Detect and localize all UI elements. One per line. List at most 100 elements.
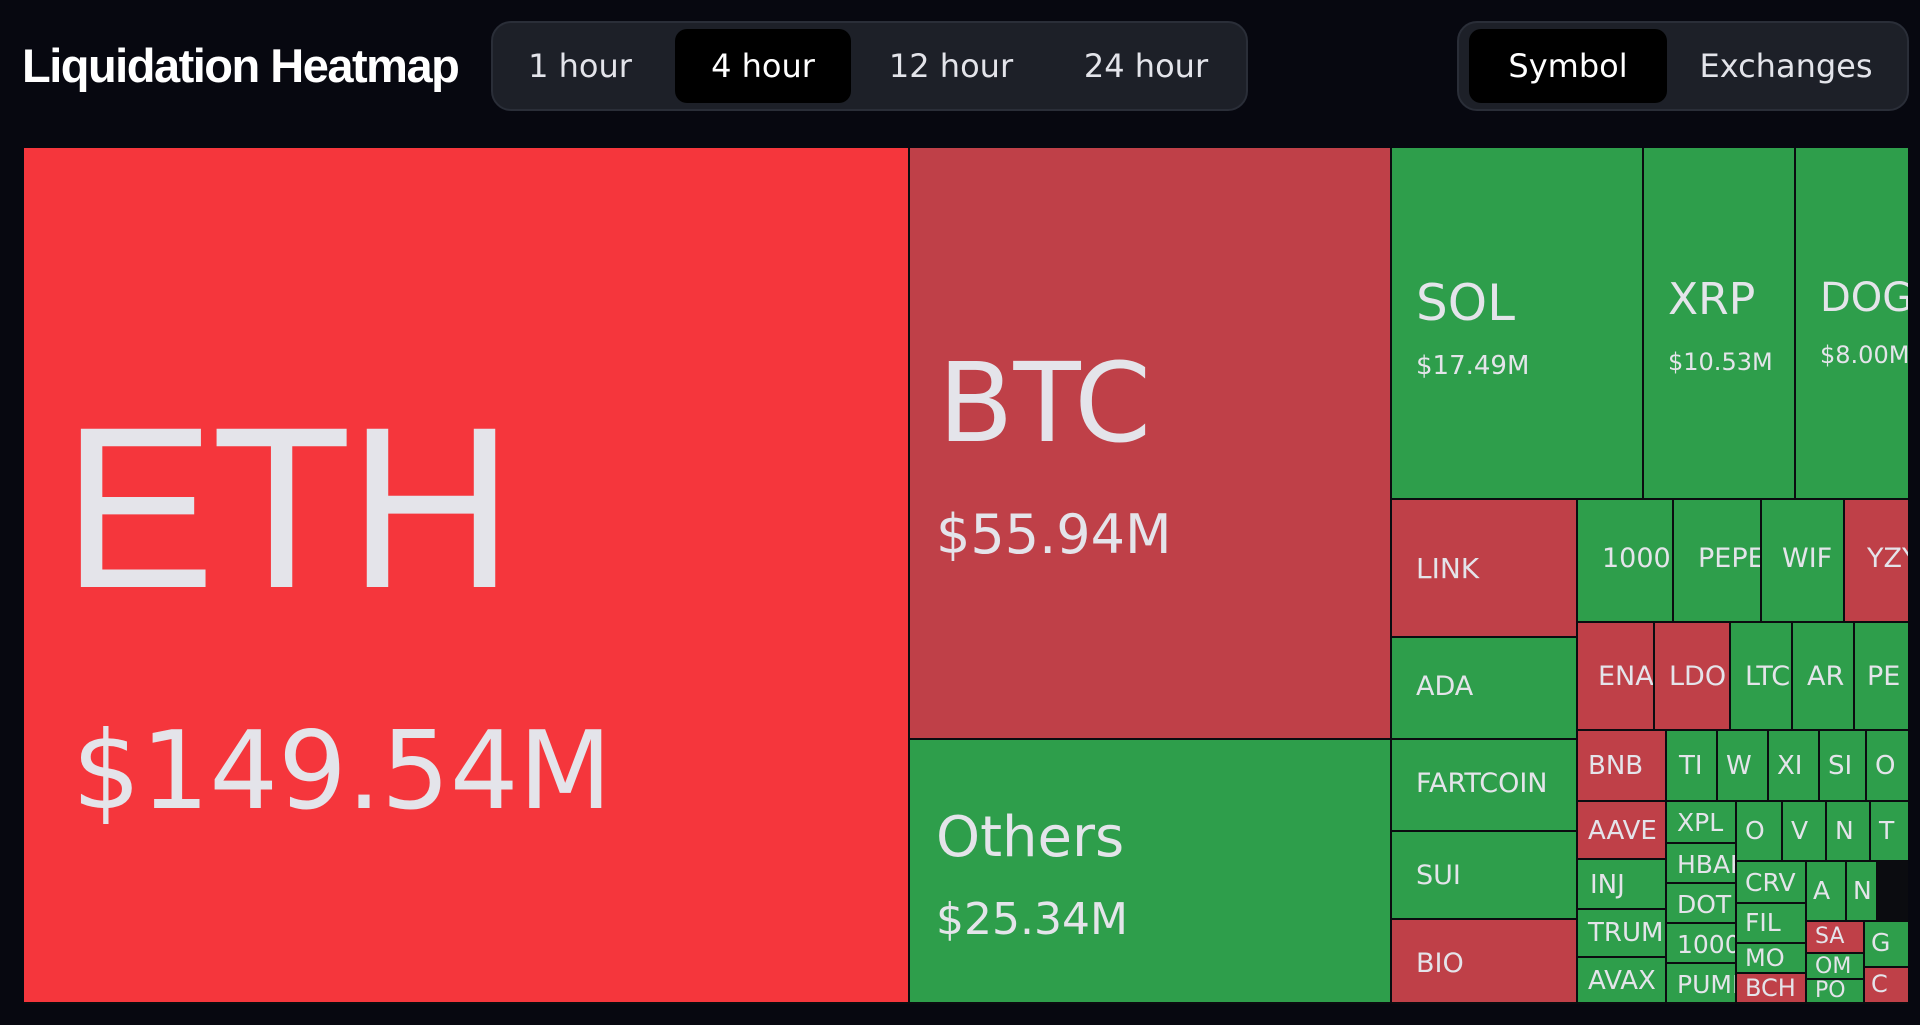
- tile-value: $25.34M: [936, 894, 1128, 945]
- tile-fartcoin-8[interactable]: FARTCOIN: [1392, 740, 1578, 832]
- tile-value: $8.00M: [1820, 341, 1908, 369]
- tile-eth-0[interactable]: ETH $149.54M: [24, 148, 910, 1004]
- tile-symbol: DOT: [1677, 890, 1732, 919]
- tile-w-26[interactable]: W: [1718, 731, 1769, 802]
- tile-symbol: T: [1879, 816, 1895, 845]
- tab-24-hour[interactable]: 24 hour: [1083, 47, 1209, 85]
- tile-n-41[interactable]: N: [1847, 862, 1878, 922]
- tile-symbol: TI: [1679, 751, 1703, 781]
- tile-symbol: XRP: [1668, 274, 1756, 325]
- tile-symbol: N: [1853, 876, 1872, 905]
- tile-symbol: AR: [1807, 661, 1845, 692]
- tile-symbol: CRV: [1745, 868, 1796, 897]
- tile-symbol: O: [1875, 751, 1896, 781]
- tile-xpl-30[interactable]: XPL: [1667, 802, 1737, 844]
- tile-symbol: SUI: [1416, 860, 1461, 891]
- tile-ena-15[interactable]: ENA: [1578, 623, 1655, 731]
- tile-symbol: YZY: [1867, 543, 1908, 574]
- tile-c-49[interactable]: C: [1865, 968, 1908, 1004]
- tile-btc-1[interactable]: BTC $55.94M: [910, 148, 1392, 740]
- tile-om-46[interactable]: OM: [1807, 954, 1865, 980]
- tile-mo-45[interactable]: MO: [1737, 944, 1807, 974]
- tile-symbol: W: [1726, 751, 1752, 781]
- tile-symbol: O: [1745, 816, 1765, 845]
- tile-others-2[interactable]: Others $25.34M: [910, 740, 1392, 1004]
- tile-a-40[interactable]: A: [1807, 862, 1847, 922]
- tile-ldo-16[interactable]: LDO: [1655, 623, 1731, 731]
- tile-g-44[interactable]: G: [1865, 922, 1908, 968]
- tile-pepe-12[interactable]: PEPE: [1674, 500, 1762, 623]
- tile-value: $10.53M: [1668, 348, 1773, 376]
- tile-sa-43[interactable]: SA: [1807, 922, 1865, 954]
- tile-symbol: BTC: [938, 339, 1152, 467]
- tile-ada-7[interactable]: ADA: [1392, 638, 1578, 740]
- tab-4-hour[interactable]: 4 hour: [675, 29, 851, 103]
- tile-bnb-20[interactable]: BNB: [1578, 731, 1667, 802]
- tile-po-48[interactable]: PO: [1807, 980, 1865, 1004]
- tile-crv-39[interactable]: CRV: [1737, 862, 1807, 904]
- tile-symbol: PEPE: [1698, 543, 1762, 574]
- tab-12-hour[interactable]: 12 hour: [888, 47, 1014, 85]
- tile-symbol: ETH: [62, 379, 514, 636]
- tile-ar-18[interactable]: AR: [1793, 623, 1855, 731]
- tile-aave-21[interactable]: AAVE: [1578, 802, 1667, 860]
- tile-symbol: FIL: [1745, 908, 1781, 937]
- tile-symbol: Others: [936, 805, 1125, 870]
- tile-wif-13[interactable]: WIF: [1762, 500, 1845, 623]
- tile-symbol: DOGE: [1820, 275, 1908, 321]
- tile-hbar-31[interactable]: HBAR: [1667, 844, 1737, 884]
- tab-symbol[interactable]: Symbol: [1469, 29, 1667, 103]
- tile-avax-24[interactable]: AVAX: [1578, 958, 1667, 1004]
- tab-exchanges[interactable]: Exchanges: [1699, 47, 1873, 85]
- tile-symbol: PUMP: [1677, 970, 1735, 999]
- tile-symbol: SOL: [1416, 274, 1515, 332]
- tile-symbol: AAVE: [1588, 816, 1657, 846]
- liquidation-treemap: ETH $149.54M BTC $55.94M Others $25.34M SOL $17…: [24, 148, 1908, 1004]
- tile-ti-25[interactable]: TI: [1667, 731, 1718, 802]
- tile-symbol: TRUMP: [1588, 918, 1665, 948]
- tile-n-37[interactable]: N: [1827, 802, 1871, 862]
- tile-symbol: FARTCOIN: [1416, 768, 1548, 799]
- tile-v-36[interactable]: V: [1783, 802, 1827, 862]
- tile-symbol: INJ: [1590, 870, 1625, 900]
- tile-bch-47[interactable]: BCH: [1737, 974, 1807, 1004]
- tile-link-6[interactable]: LINK: [1392, 500, 1578, 638]
- tile-symbol: OM: [1815, 954, 1852, 979]
- tile-symbol: BNB: [1588, 751, 1644, 781]
- tile-symbol: 1000: [1677, 930, 1737, 959]
- tile-pe-19[interactable]: PE: [1855, 623, 1908, 731]
- tile-1000-33[interactable]: 1000: [1667, 924, 1737, 964]
- tile-o-35[interactable]: O: [1737, 802, 1783, 862]
- tile-trump-23[interactable]: TRUMP: [1578, 910, 1667, 958]
- tile-symbol: ADA: [1416, 671, 1474, 702]
- tile-doge-5[interactable]: DOGE $8.00M: [1796, 148, 1908, 500]
- tile-xrp-4[interactable]: XRP $10.53M: [1644, 148, 1796, 500]
- tile-symbol: PE: [1867, 661, 1901, 692]
- tile-bio-10[interactable]: BIO: [1392, 920, 1578, 1004]
- tile-si-28[interactable]: SI: [1820, 731, 1867, 802]
- tile-fil-42[interactable]: FIL: [1737, 904, 1807, 944]
- tile-t-38[interactable]: T: [1871, 802, 1908, 862]
- tile-symbol: V: [1791, 816, 1809, 845]
- tile-pump-34[interactable]: PUMP: [1667, 964, 1737, 1004]
- tile-symbol: A: [1813, 876, 1831, 905]
- tile-ltc-17[interactable]: LTC: [1731, 623, 1793, 731]
- tile-dot-32[interactable]: DOT: [1667, 884, 1737, 924]
- tile-sui-9[interactable]: SUI: [1392, 832, 1578, 920]
- tile-yzy-14[interactable]: YZY: [1845, 500, 1908, 623]
- tile-value: $17.49M: [1416, 351, 1530, 381]
- tile-symbol: LDO: [1669, 661, 1727, 692]
- tile-o-29[interactable]: O: [1867, 731, 1908, 802]
- tile-symbol: HBAR: [1677, 850, 1735, 879]
- tile-symbol: LINK: [1416, 552, 1480, 585]
- time-range-tabs: 1 hour 4 hour 12 hour 24 hour: [491, 21, 1248, 111]
- tile-symbol: C: [1871, 970, 1888, 998]
- tab-1-hour[interactable]: 1 hour: [528, 47, 632, 85]
- tile-sol-3[interactable]: SOL $17.49M: [1392, 148, 1644, 500]
- tile-xi-27[interactable]: XI: [1769, 731, 1820, 802]
- tile-symbol: G: [1871, 928, 1891, 957]
- tile-value: $55.94M: [936, 503, 1172, 566]
- tile-inj-22[interactable]: INJ: [1578, 860, 1667, 910]
